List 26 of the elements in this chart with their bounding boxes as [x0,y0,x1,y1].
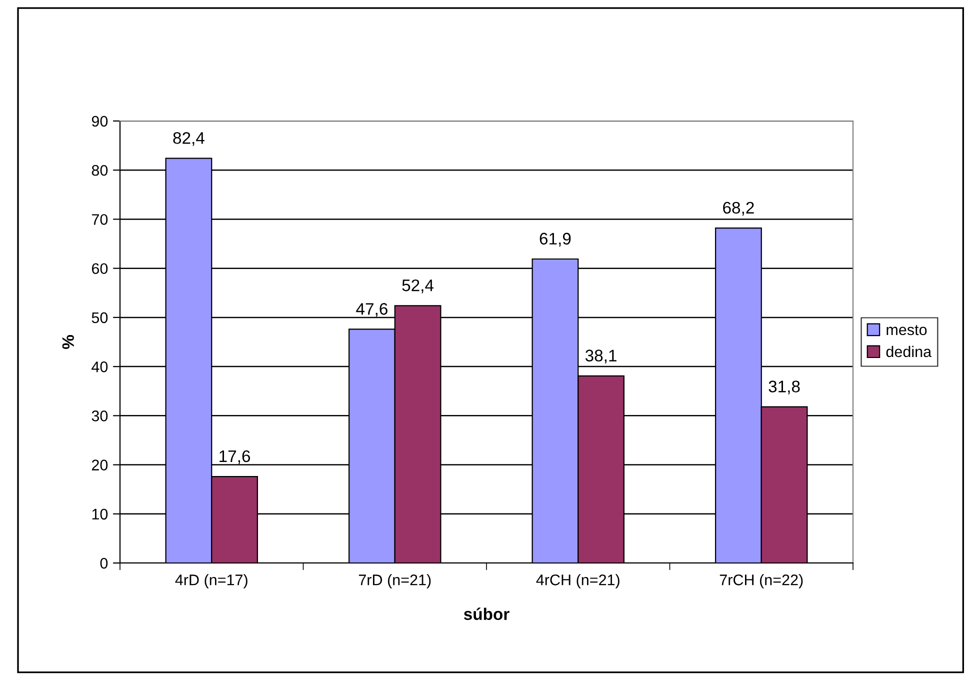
data-label: 38,1 [585,350,616,364]
x-axis-title: súbor [464,608,510,620]
legend-label: dedina [886,346,932,358]
y-tick-label: 40 [92,361,108,372]
x-tick-label: 7rCH (n=22) [720,574,803,588]
data-label: 61,9 [540,232,571,247]
y-tick-label: 80 [92,164,108,176]
x-tick-label: 4rCH (n=21) [536,574,620,588]
data-label: 68,2 [723,202,754,216]
y-tick-label: 20 [92,460,108,470]
y-tick-label: 90 [92,116,108,127]
data-label: 47,6 [356,303,388,317]
x-tick-label: 7rD (n=21) [358,574,431,588]
x-tick-label: 4rD (n=17) [175,574,248,588]
data-label: 52,4 [402,279,434,294]
y-tick-label: 30 [92,410,108,422]
y-tick-label: 70 [92,214,108,225]
y-tick-label: 50 [92,312,108,324]
legend-label: mesto [886,325,927,336]
y-tick-label: 10 [92,508,108,520]
data-label: 31,8 [768,380,800,394]
y-axis-title: % [62,335,74,349]
data-label: 17,6 [220,450,250,464]
y-tick-label: 60 [92,263,108,274]
data-label: 82,4 [173,132,204,146]
y-tick-label: 0 [100,558,108,569]
